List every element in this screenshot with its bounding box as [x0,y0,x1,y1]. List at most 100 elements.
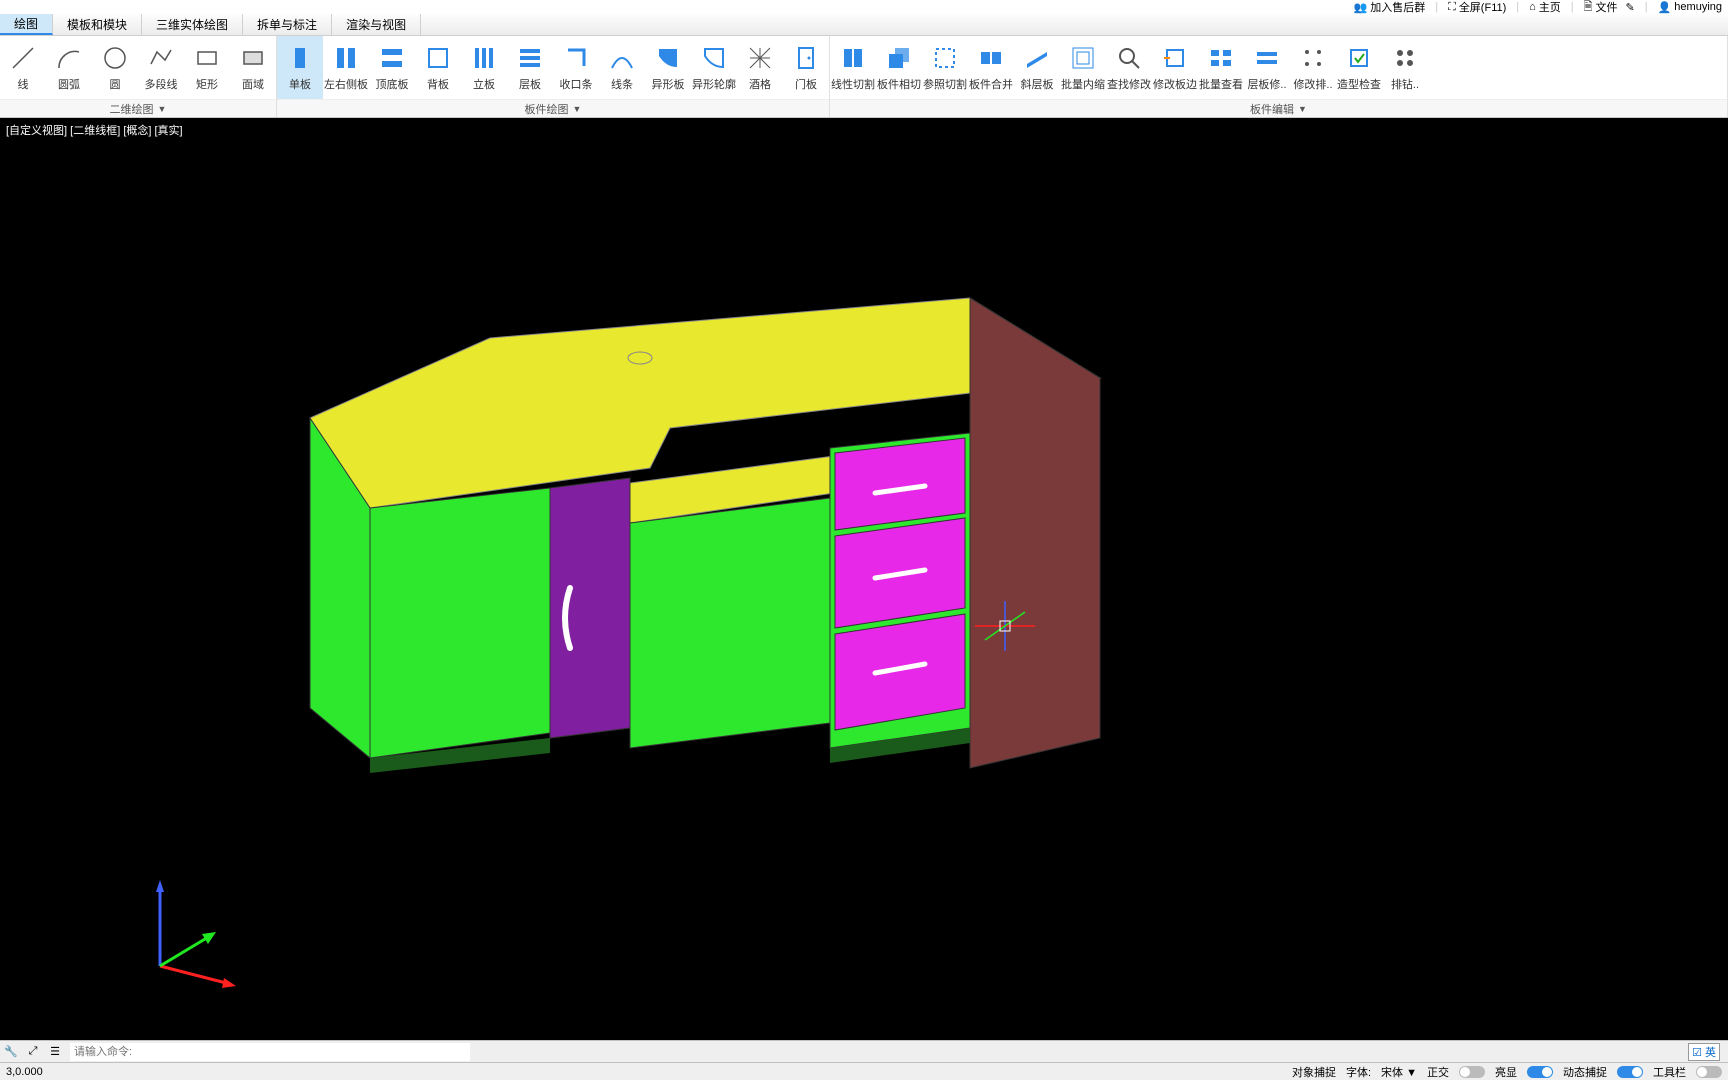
tool-circle[interactable]: 圆 [92,36,138,99]
status-bar: 3,0.000 对象捕捉 字体: 宋体 ▼ 正交 亮显 动态捕捉 工具栏 [0,1062,1728,1080]
tool-panel-merge[interactable]: 板件合并 [968,36,1014,99]
tool-polyline[interactable]: 多段线 [138,36,184,99]
tool-model-check[interactable]: 造型检查 [1336,36,1382,99]
username-label: hemuying [1674,1,1722,13]
tool-diag-shelf[interactable]: 斜层板 [1014,36,1060,99]
separator: | [1571,1,1574,13]
join-group-link[interactable]: 👥 加入售后群 [1354,0,1426,15]
tool-ref-cut[interactable]: 参照切割 [922,36,968,99]
tool-label: 线条 [611,76,633,92]
axis-gizmo[interactable] [120,866,260,1006]
tool-lr-panel[interactable]: 左右侧板 [323,36,369,99]
tool-label: 面域 [242,76,264,92]
tool-modify-edge[interactable]: 修改板边 [1152,36,1198,99]
lang-indicator[interactable]: ☑ 英 [1688,1043,1720,1061]
ortho-toggle[interactable] [1459,1066,1485,1078]
expand-icon[interactable]: ⤢ [24,1043,42,1061]
tool-door-panel[interactable]: 门板 [783,36,829,99]
tool-region[interactable]: 面域 [230,36,276,99]
tool-single-panel[interactable]: 单板 [277,36,323,99]
file-button[interactable]: 🗎 文件 [1584,0,1618,17]
circle-icon [101,44,129,72]
tool-find-modify[interactable]: 查找修改 [1106,36,1152,99]
tool-label: 参照切割 [923,76,967,92]
tool-label: 板件合并 [969,76,1013,92]
tool-line[interactable]: 线 [0,36,46,99]
batch-inset-icon [1069,44,1097,72]
tool-linear-cut[interactable]: 线性切割 [830,36,876,99]
tool-drill-arrange[interactable]: 排钻.. [1382,36,1428,99]
tab-3d-draw[interactable]: 三维实体绘图 [142,14,243,35]
region-icon [239,44,267,72]
fullscreen-icon: ⛶ [1448,1,1456,14]
tool-irregular-panel[interactable]: 异形板 [645,36,691,99]
home-button[interactable]: ⌂ 主页 [1529,0,1561,15]
tool-panel-intersect[interactable]: 板件相切 [876,36,922,99]
fullscreen-label: 全屏(F11) [1459,0,1506,15]
tool-back-panel[interactable]: 背板 [415,36,461,99]
file-icon: 🗎 [1584,0,1593,17]
tool-batch-inset[interactable]: 批量内缩 [1060,36,1106,99]
tab-label: 模板和模块 [67,16,127,33]
dynsnap-toggle[interactable] [1617,1066,1643,1078]
viewport-3d[interactable]: [自定义视图] [二维线框] [概念] [真实] [0,118,1728,1056]
tab-render[interactable]: 渲染与视图 [332,14,421,35]
overlap-toggle[interactable] [1527,1066,1553,1078]
line-icon [9,44,37,72]
tool-label: 背板 [427,76,449,92]
tool-wine-rack[interactable]: 酒格 [737,36,783,99]
model-check-icon [1345,44,1373,72]
tool-label: 异形轮廓 [692,76,736,92]
chevron-down-icon: ▼ [573,104,582,114]
tool-rectangle[interactable]: 矩形 [184,36,230,99]
drill-arrange-icon [1391,44,1419,72]
ref-cut-icon [931,44,959,72]
viewport-mode-label[interactable]: [自定义视图] [二维线框] [概念] [真实] [6,122,183,138]
command-input[interactable] [70,1043,470,1061]
tool-modify-arrange[interactable]: 修改排.. [1290,36,1336,99]
vertical-panel-icon [470,44,498,72]
home-label: 主页 [1539,0,1561,15]
tool-shelf-panel[interactable]: 层板 [507,36,553,99]
tool-batch-view[interactable]: 批量查看 [1198,36,1244,99]
tab-draw[interactable]: 绘图 [0,14,53,35]
fullscreen-button[interactable]: ⛶ 全屏(F11) [1448,0,1506,15]
door-panel-icon [792,44,820,72]
wine-rack-icon [746,44,774,72]
lr-panel-icon [332,44,360,72]
tool-vertical-panel[interactable]: 立板 [461,36,507,99]
tool-label: 批量内缩 [1061,76,1105,92]
edit-button[interactable]: ✎ [1626,1,1635,14]
ribbon-group-label[interactable]: 二维绘图▼ [0,99,276,117]
ribbon-group-label[interactable]: 板件绘图▼ [277,99,829,117]
wrench-icon[interactable]: 🔧 [2,1043,20,1061]
ribbon-group-2d: 线 圆弧 圆 多段线 矩形 面域 二维绘图▼ [0,36,277,117]
tool-line-strip[interactable]: 线条 [599,36,645,99]
tab-template[interactable]: 模板和模块 [53,14,142,35]
tool-label: 立板 [473,76,495,92]
desk-model[interactable] [250,238,1130,798]
list-icon[interactable]: ☰ [46,1043,64,1061]
irregular-outline-icon [700,44,728,72]
home-icon: ⌂ [1529,1,1536,13]
tool-shelf-modify[interactable]: 层板修.. [1244,36,1290,99]
tool-irregular-outline[interactable]: 异形轮廓 [691,36,737,99]
tool-tb-panel[interactable]: 顶底板 [369,36,415,99]
dynsnap-label: 动态捕捉 [1563,1064,1607,1080]
tool-label: 斜层板 [1021,76,1054,92]
tab-label: 渲染与视图 [346,16,406,33]
polyline-icon [147,44,175,72]
tab-disassemble[interactable]: 拆单与标注 [243,14,332,35]
toolbar-toggle[interactable] [1696,1066,1722,1078]
tool-arc[interactable]: 圆弧 [46,36,92,99]
font-selector[interactable]: 宋体 ▼ [1381,1064,1417,1080]
user-menu[interactable]: 👤 hemuying [1658,1,1722,14]
snap-label[interactable]: 对象捕捉 [1292,1064,1336,1080]
ribbon-group-label[interactable]: 板件编辑▼ [830,99,1727,117]
tool-label: 左右侧板 [324,76,368,92]
tool-edge-strip[interactable]: 收口条 [553,36,599,99]
tool-label: 线性切割 [831,76,875,92]
tab-label: 绘图 [14,15,38,32]
tool-label: 层板修.. [1247,76,1286,92]
tool-label: 批量查看 [1199,76,1243,92]
